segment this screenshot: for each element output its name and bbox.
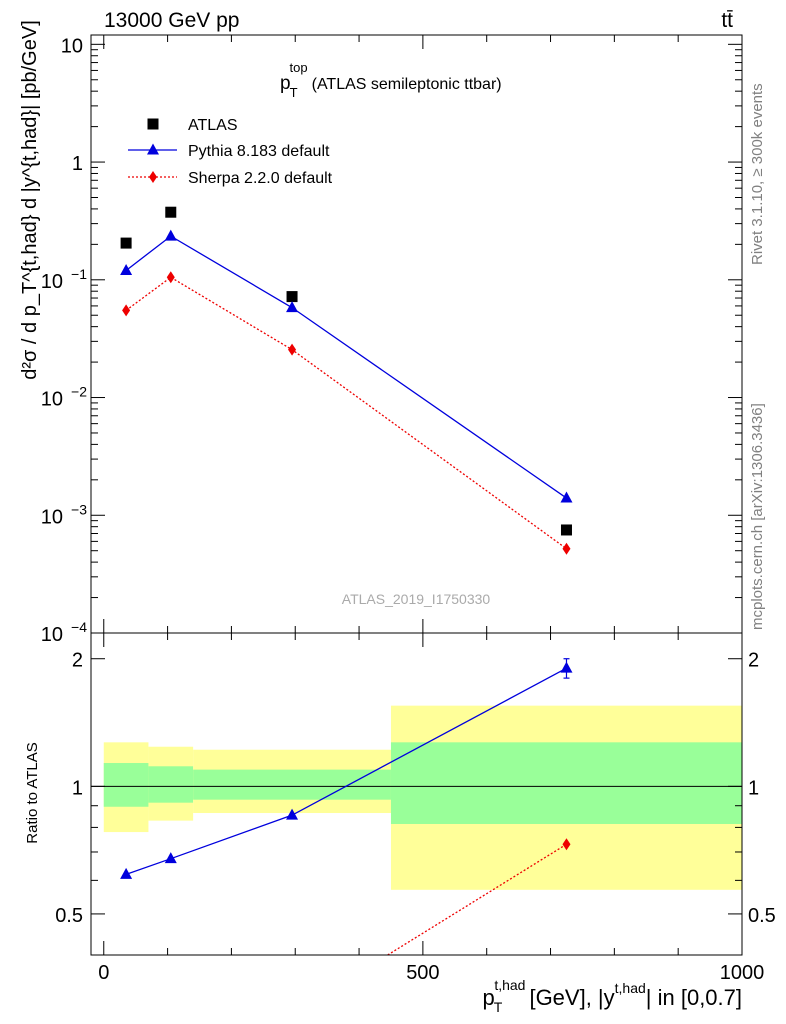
legend-marker xyxy=(149,171,157,183)
mcplots-text: mcplots.cern.ch [arXiv:1306.3436] xyxy=(749,403,766,630)
ratio-plot-frame xyxy=(90,632,743,956)
legend: ATLAS Pythia 8.183 default Sherpa 2.2.0 de… xyxy=(128,117,333,187)
y-tick-label-main: 10 xyxy=(41,506,63,528)
pythia-8-183-default-line xyxy=(125,235,567,499)
y-tick-label-ratio-left: 2 xyxy=(72,650,83,672)
y-tick-label-exponent: −3 xyxy=(71,501,87,517)
rivet-version-text: Rivet 3.1.10, ≥ 300k events xyxy=(749,83,766,265)
y-tick-label-exponent: −2 xyxy=(71,384,87,400)
y-tick-label-exponent: −1 xyxy=(71,266,87,282)
y-tick-label-ratio-right: 1 xyxy=(748,777,759,799)
process-label: tt̄ xyxy=(721,9,733,32)
pythia-8-183-default-point xyxy=(286,301,299,313)
x-tick-label: 500 xyxy=(406,962,439,984)
x-axis-label: pTt,had [GeV], |yt,had| in [0,0.7] xyxy=(483,977,743,1015)
pythia-8-183-default-ratio-point xyxy=(164,852,177,864)
y-tick-label-main: 10 xyxy=(41,624,63,646)
atlas-point xyxy=(560,524,572,536)
plot-title: pTtop(ATLAS semileptonic ttbar) xyxy=(280,60,502,100)
y-tick-label-main: 1 xyxy=(72,153,83,175)
uncertainty-band-inner xyxy=(103,763,149,807)
y-axis-label-ratio: Ratio to ATLAS xyxy=(24,742,41,843)
legend-label: Pythia 8.183 default xyxy=(188,143,330,160)
analysis-watermark: ATLAS_2019_I1750330 xyxy=(342,591,491,607)
main-plot-panel: 10 1 10 −1 10 −2 10 −3 10 −4 ATLAS Pythia 8.183 de… xyxy=(19,20,743,646)
y-tick-label-exponent: −4 xyxy=(71,619,87,635)
y-tick-label-ratio-right: 0.5 xyxy=(748,905,776,927)
uncertainty-band-inner xyxy=(390,742,742,824)
sherpa-2-2-0-default-line xyxy=(125,276,567,550)
y-tick-label-ratio-left: 0.5 xyxy=(55,905,83,927)
sherpa-2-2-0-default-point xyxy=(166,271,175,284)
sherpa-2-2-0-default-point xyxy=(288,343,297,356)
pythia-8-183-default-ratio-point xyxy=(120,867,133,879)
uncertainty-band-inner xyxy=(193,769,391,800)
x-tick-label: 1000 xyxy=(720,962,765,984)
x-tick-label: 0 xyxy=(98,962,109,984)
energy-label: 13000 GeV pp xyxy=(104,9,239,32)
atlas-point xyxy=(286,291,298,303)
y-tick-label-ratio-right: 2 xyxy=(748,650,759,672)
pythia-8-183-default-ratio-point xyxy=(286,808,299,820)
y-tick-label-main: 10 xyxy=(41,271,63,293)
pythia-8-183-default-point xyxy=(120,263,133,275)
pythia-8-183-default-ratio-line xyxy=(125,667,567,875)
legend-marker xyxy=(147,143,159,155)
legend-label: ATLAS xyxy=(188,117,238,134)
y-tick-label-main: 10 xyxy=(41,389,63,411)
sherpa-2-2-0-default-ratio-point xyxy=(562,838,571,851)
pythia-8-183-default-ratio-point xyxy=(560,661,573,673)
sherpa-2-2-0-default-point xyxy=(122,304,131,317)
pythia-8-183-default-point xyxy=(560,491,573,503)
atlas-point xyxy=(165,206,177,218)
legend-marker xyxy=(147,118,159,130)
legend-label: Sherpa 2.2.0 default xyxy=(188,170,333,187)
y-axis-label-main: d²σ / d p_T^{t,had} d |y^{t,had}| [pb/Ge… xyxy=(19,20,41,380)
pythia-8-183-default-point xyxy=(164,229,177,241)
y-tick-label-main: 10 xyxy=(61,35,83,57)
ratio-plot-panel: 0.5 0.5 1 1 2 2 0 500 1000 Ratio to ATLAS pTt,ha… xyxy=(24,632,776,1015)
sherpa-2-2-0-default-ratio-line xyxy=(387,843,567,956)
sherpa-2-2-0-default-point xyxy=(562,542,571,555)
atlas-point xyxy=(120,237,132,249)
y-tick-label-ratio-left: 1 xyxy=(72,777,83,799)
uncertainty-band-inner xyxy=(148,766,194,803)
